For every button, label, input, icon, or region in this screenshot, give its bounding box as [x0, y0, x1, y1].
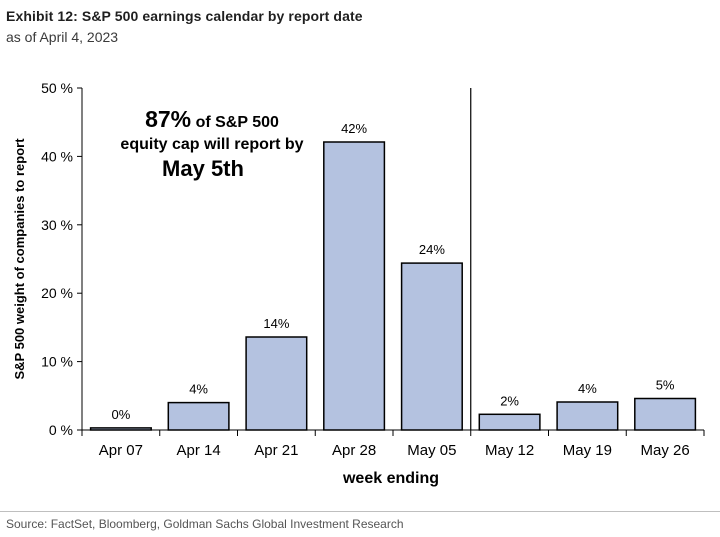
data-label: 42% [341, 121, 367, 136]
data-label: 14% [263, 316, 289, 331]
y-tick-label: 30 % [41, 217, 73, 233]
data-label: 24% [419, 242, 445, 257]
svg-text:87% of S&P 500: 87% of S&P 500 [145, 106, 279, 132]
x-tick-label: May 12 [485, 442, 534, 459]
y-tick-label: 10 % [41, 354, 73, 370]
bar-may-26 [634, 397, 697, 431]
axes-layer [77, 87, 705, 436]
chart-subtitle: as of April 4, 2023 [6, 29, 119, 45]
y-tick-label: 50 % [41, 80, 73, 96]
bar-apr-14 [167, 401, 230, 431]
callout-annotation: 87% of S&P 500 equity cap will report by… [120, 106, 303, 181]
bar-apr-28 [323, 141, 386, 431]
x-tick-label: May 19 [563, 442, 612, 459]
x-tick-label: May 26 [640, 442, 689, 459]
x-tick-label: Apr 28 [332, 442, 376, 459]
labels-layer: 0% Apr 07 4% Apr 14 14% Apr 21 42% Apr 28 24% May… [41, 80, 690, 459]
x-tick-label: Apr 21 [254, 442, 298, 459]
y-axis-label: S&P 500 weight of companies to report [12, 138, 27, 380]
bar-may-12 [478, 413, 541, 431]
callout-line3: May 5th [162, 156, 244, 181]
source-note: Source: FactSet, Bloomberg, Goldman Sach… [6, 517, 404, 531]
x-axis-label: week ending [342, 470, 439, 487]
data-label: 0% [112, 407, 131, 422]
bar-chart: 0% Apr 07 4% Apr 14 14% Apr 21 42% Apr 28 24% May… [12, 80, 705, 487]
y-tick-label: 40 % [41, 148, 73, 164]
callout-line2: equity cap will report by [120, 136, 303, 153]
data-label: 5% [656, 378, 675, 393]
footer-divider [0, 511, 720, 512]
data-label: 4% [578, 381, 597, 396]
chart-title: Exhibit 12: S&P 500 earnings calendar by… [6, 8, 363, 24]
y-tick-label: 20 % [41, 285, 73, 301]
y-tick-label: 0 % [49, 422, 73, 438]
bars-layer [89, 141, 697, 431]
bar-may-19 [556, 401, 619, 431]
x-tick-label: Apr 14 [176, 442, 220, 459]
data-label: 4% [189, 382, 208, 397]
bar-apr-21 [245, 336, 308, 431]
x-tick-label: Apr 07 [99, 442, 143, 459]
callout-line1: of S&P 500 [191, 114, 279, 131]
data-label: 2% [500, 393, 519, 408]
x-tick-label: May 05 [407, 442, 456, 459]
callout-big-percent: 87% [145, 106, 191, 132]
bar-may-05 [400, 262, 463, 431]
